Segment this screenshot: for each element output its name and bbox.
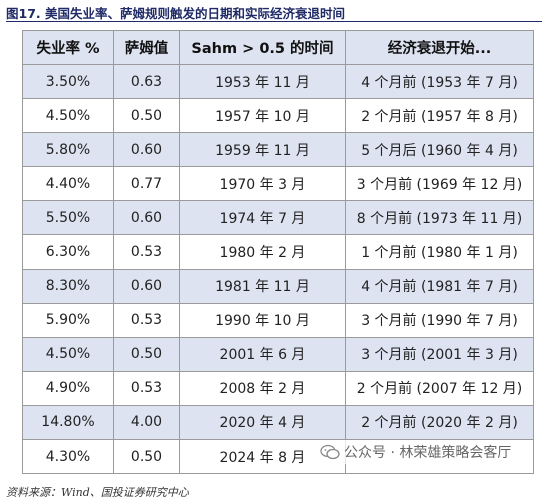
cell-trigger-date: 1959 年 11 月 — [179, 132, 346, 168]
cell-unemployment-rate: 14.80% — [22, 404, 114, 441]
header-trigger-date: Sahm > 0.5 的时间 — [179, 30, 346, 65]
cell-recession-start: 5 个月后 (1960 年 4 月) — [345, 132, 534, 168]
cell-sahm-value: 0.60 — [113, 200, 180, 236]
cell-recession-start: 8 个月前 (1973 年 11 月) — [345, 200, 534, 236]
cell-sahm-value: 0.53 — [113, 302, 180, 338]
cell-unemployment-rate: 4.40% — [22, 166, 114, 202]
cell-trigger-date: 1974 年 7 月 — [179, 200, 346, 236]
table-header-row: 失业率 % 萨姆值 Sahm > 0.5 的时间 经济衰退开始... — [22, 30, 534, 65]
cell-unemployment-rate: 5.80% — [22, 132, 114, 168]
header-sahm-value: 萨姆值 — [113, 30, 180, 65]
cell-sahm-value: 0.60 — [113, 132, 180, 168]
cell-trigger-date: 1957 年 10 月 — [179, 98, 346, 134]
cell-recession-start: 2 个月前 (2007 年 12 月) — [345, 370, 534, 406]
cell-sahm-value: 0.50 — [113, 336, 180, 372]
cell-unemployment-rate: 4.50% — [22, 336, 114, 372]
cell-trigger-date: 2020 年 4 月 — [179, 404, 346, 441]
cell-recession-start: 1 个月前 (1980 年 1 月) — [345, 234, 534, 270]
cell-unemployment-rate: 4.30% — [22, 439, 114, 475]
cell-trigger-date: 1981 年 11 月 — [179, 268, 346, 304]
cell-trigger-date: 1990 年 10 月 — [179, 302, 346, 338]
cell-sahm-value: 4.00 — [113, 404, 180, 441]
cell-recession-start: 3 个月前 (2001 年 3 月) — [345, 336, 534, 372]
cell-sahm-value: 0.50 — [113, 98, 180, 134]
wechat-watermark: 公众号 · 林荣雄策略会客厅 — [316, 440, 516, 464]
cell-recession-start: 2 个月前 (2020 年 2 月) — [345, 404, 534, 441]
wechat-icon — [320, 444, 340, 460]
sahm-rule-table: 失业率 % 萨姆值 Sahm > 0.5 的时间 经济衰退开始... 3.50%… — [22, 30, 534, 475]
cell-recession-start: 4 个月前 (1953 年 7 月) — [345, 63, 534, 100]
title-divider — [6, 21, 542, 22]
header-unemployment-rate: 失业率 % — [22, 30, 114, 65]
cell-sahm-value: 0.63 — [113, 63, 180, 100]
cell-trigger-date: 1980 年 2 月 — [179, 234, 346, 270]
cell-sahm-value: 0.60 — [113, 268, 180, 304]
figure-title: 图17. 美国失业率、萨姆规则触发的日期和实际经济衰退时间 — [6, 6, 345, 21]
source-note: 资料来源：Wind、国投证券研究中心 — [6, 486, 189, 499]
cell-recession-start: 3 个月前 (1969 年 12 月) — [345, 166, 534, 202]
cell-sahm-value: 0.53 — [113, 234, 180, 270]
cell-unemployment-rate: 8.30% — [22, 268, 114, 304]
cell-unemployment-rate: 4.50% — [22, 98, 114, 134]
cell-unemployment-rate: 4.90% — [22, 370, 114, 406]
cell-trigger-date: 1953 年 11 月 — [179, 63, 346, 100]
cell-recession-start: 2 个月前 (1957 年 8 月) — [345, 98, 534, 134]
cell-sahm-value: 0.50 — [113, 439, 180, 475]
cell-trigger-date: 1970 年 3 月 — [179, 166, 346, 202]
cell-unemployment-rate: 5.90% — [22, 302, 114, 338]
header-recession-start: 经济衰退开始... — [345, 30, 534, 65]
cell-unemployment-rate: 5.50% — [22, 200, 114, 236]
cell-sahm-value: 0.53 — [113, 370, 180, 406]
cell-recession-start: 3 个月前 (1990 年 7 月) — [345, 302, 534, 338]
cell-trigger-date: 2001 年 6 月 — [179, 336, 346, 372]
cell-trigger-date: 2008 年 2 月 — [179, 370, 346, 406]
cell-unemployment-rate: 6.30% — [22, 234, 114, 270]
cell-unemployment-rate: 3.50% — [22, 63, 114, 100]
cell-recession-start: 4 个月前 (1981 年 7 月) — [345, 268, 534, 304]
cell-sahm-value: 0.77 — [113, 166, 180, 202]
watermark-text: 公众号 · 林荣雄策略会客厅 — [344, 445, 512, 461]
